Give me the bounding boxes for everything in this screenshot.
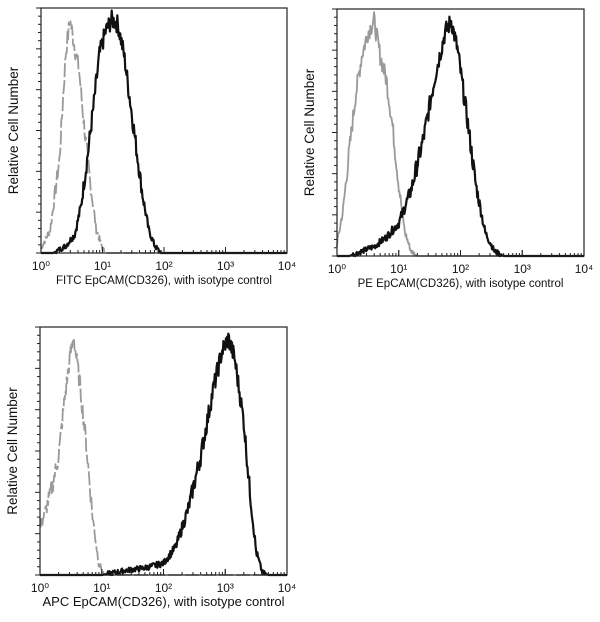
epcam-histogram — [40, 9, 288, 255]
x-tick-label: 10² — [155, 581, 172, 595]
histogram-panel-1: 10⁰ 10¹ 10² 10³ 10⁴ FITC EpCAM(CD326), with i… — [6, 7, 297, 287]
plot-frame — [39, 326, 288, 576]
x-tick-label: 10¹ — [390, 262, 407, 276]
x-axis-label: FITC EpCAM(CD326), with isotype control — [56, 275, 272, 287]
x-tick-label: 10² — [452, 262, 469, 276]
x-tick-label: 10⁴ — [575, 262, 594, 276]
x-axis-label: APC EpCAM(CD326), with isotype control — [42, 594, 284, 609]
epcam-histogram — [39, 332, 288, 577]
x-tick-label: 10⁴ — [278, 581, 297, 595]
x-tick-label: 10⁰ — [32, 259, 50, 273]
y-axis-label: Relative Cell Number — [5, 387, 20, 515]
x-tick-label: 10³ — [217, 259, 234, 273]
x-tick-label: 10³ — [217, 581, 234, 595]
x-tick-label: 10¹ — [93, 581, 110, 595]
x-tick-label: 10¹ — [94, 259, 111, 273]
y-axis-label: Relative Cell Number — [6, 66, 21, 194]
x-tick-label: 10⁰ — [31, 581, 49, 595]
plot-frame — [336, 8, 585, 257]
y-axis-label: Relative Cell Number — [302, 68, 317, 196]
histogram-panel-2: 10⁰ 10¹ 10² 10³ 10⁴ PE EpCAM(CD326), with iso… — [302, 8, 594, 290]
x-tick-label: 10⁰ — [328, 262, 346, 276]
epcam-histogram — [336, 15, 585, 258]
x-axis-label: PE EpCAM(CD326), with isotype control — [358, 278, 564, 290]
isotype-control-histogram — [39, 338, 288, 576]
isotype-control-histogram — [336, 11, 585, 257]
x-tick-label: 10⁴ — [278, 259, 297, 273]
x-tick-label: 10³ — [514, 262, 531, 276]
x-tick-label: 10² — [155, 259, 172, 273]
